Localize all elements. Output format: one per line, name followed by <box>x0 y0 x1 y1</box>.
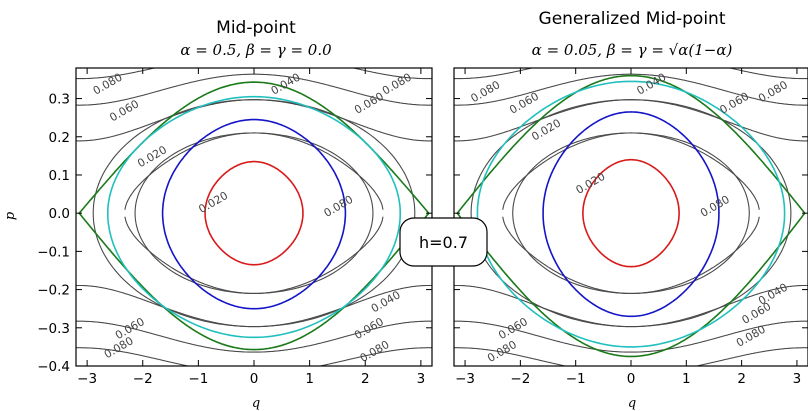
panel-title: Mid-point <box>216 18 296 38</box>
contour-line <box>454 347 808 366</box>
x-axis-label: q <box>252 396 260 411</box>
series-line <box>582 158 680 268</box>
x-tick-label: 3 <box>417 371 426 387</box>
y-tick-label: −0.2 <box>37 283 70 299</box>
x-tick-label: −3 <box>77 371 97 387</box>
series-line <box>542 111 720 318</box>
series-line <box>476 80 786 348</box>
y-tick-label: 0.0 <box>49 206 70 222</box>
contour-line <box>454 68 808 80</box>
contour-label: 0.060 <box>352 90 386 117</box>
contour-label: 0.080 <box>91 71 125 98</box>
x-tick-label: 1 <box>682 371 691 387</box>
contour-label: 0.060 <box>107 97 141 124</box>
x-tick-label: −2 <box>133 371 153 387</box>
panel-midpoint: Mid-point α = 0.5, β = γ = 0.0 0.0800.06… <box>3 18 433 411</box>
y-axis-label: p <box>3 211 18 220</box>
contour-label: 0.020 <box>529 116 563 143</box>
x-tick-label: 3 <box>793 371 802 387</box>
y-tick-label: −0.1 <box>37 244 70 260</box>
contour-label: 0.080 <box>358 338 392 365</box>
x-tick-label: 0 <box>250 371 259 387</box>
x-tick-label: 2 <box>737 371 746 387</box>
series-line <box>161 118 347 310</box>
x-axis-label: q <box>628 396 636 411</box>
contour-label: 0.080 <box>698 193 732 220</box>
contour-label: 0.020 <box>135 143 169 170</box>
annotation-box <box>399 217 488 267</box>
series-line <box>204 160 304 266</box>
contour-line <box>76 347 432 366</box>
contour-loop <box>92 99 416 328</box>
panel-subtitle: α = 0.05, β = γ = √α(1−α) <box>532 41 733 59</box>
series-line <box>107 95 401 339</box>
contour-line <box>76 73 432 106</box>
contour-line <box>76 68 432 80</box>
contour-line <box>454 320 808 353</box>
x-tick-label: 2 <box>361 371 370 387</box>
contour-line <box>454 73 808 106</box>
contour-line <box>76 320 432 353</box>
panel-title: Generalized Mid-point <box>539 9 726 29</box>
contour-label: 0.080 <box>756 78 790 105</box>
contour-label: 0.060 <box>740 300 774 327</box>
x-tick-label: −2 <box>510 371 530 387</box>
x-tick-label: −1 <box>188 371 208 387</box>
x-tick-label: −3 <box>455 371 475 387</box>
y-tick-label: 0.1 <box>49 168 70 184</box>
x-tick-label: −1 <box>566 371 586 387</box>
annotation-text: h=0.7 <box>419 233 468 252</box>
x-tick-label: 1 <box>305 371 314 387</box>
contour-label: 0.080 <box>734 323 768 350</box>
contour-label: 0.020 <box>574 170 608 197</box>
contour-loop <box>512 132 750 294</box>
contour-label: 0.080 <box>322 193 356 220</box>
contour-label: 0.060 <box>496 315 530 342</box>
y-tick-label: 0.2 <box>49 130 70 146</box>
contour-line <box>502 216 760 294</box>
panel-subtitle: α = 0.5, β = γ = 0.0 <box>180 41 332 59</box>
x-tick-label: 0 <box>627 371 636 387</box>
contour-loop <box>470 99 792 328</box>
y-tick-label: −0.4 <box>37 359 70 375</box>
y-tick-label: 0.3 <box>49 92 70 108</box>
y-tick-label: −0.3 <box>37 321 70 337</box>
contour-label: 0.060 <box>352 315 386 342</box>
step-size-annotation: h=0.7 <box>399 217 488 267</box>
contour-label: 0.020 <box>196 189 230 216</box>
panel-generalized-midpoint: Generalized Mid-point α = 0.05, β = γ = … <box>453 9 808 411</box>
